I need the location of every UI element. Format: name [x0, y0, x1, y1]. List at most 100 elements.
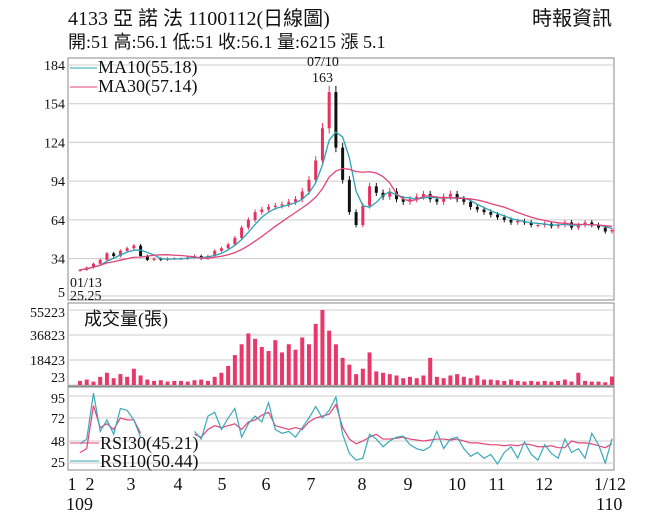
rsi-tick-label: 25 [51, 456, 65, 471]
candle-body [421, 194, 425, 197]
ma10-line [79, 131, 613, 271]
candle-body [246, 219, 250, 228]
low-date-label: 01/13 [70, 276, 102, 291]
ma30-legend: MA30(57.14) [98, 76, 198, 97]
ma10-legend: MA10(55.18) [98, 57, 198, 78]
volume-bar [562, 379, 567, 385]
volume-bar [246, 333, 251, 385]
candle-body [213, 250, 217, 256]
candle-body [603, 227, 607, 232]
rsi30-legend: RSI30(45.21) [100, 433, 199, 454]
quote-summary: 開:51 高:56.1 低:51 收:56.1 量:6215 漲 5.1 [68, 32, 386, 52]
x-tick-label: 8 [358, 474, 367, 494]
volume-bar [488, 379, 493, 385]
volume-bar [556, 380, 561, 385]
volume-bar [253, 338, 258, 385]
volume-bar [576, 372, 581, 385]
volume-bar [508, 379, 513, 385]
volume-bar [313, 323, 318, 385]
candle-body [347, 179, 351, 213]
candle-body [260, 209, 264, 213]
candle-body [597, 225, 601, 228]
candle-body [341, 147, 345, 180]
volume-bar [535, 381, 540, 385]
volume-bar [293, 349, 298, 385]
candle-body [267, 206, 271, 210]
candle-body [226, 244, 230, 249]
volume-bar [125, 376, 130, 385]
volume-bar [475, 375, 480, 385]
low-value-label: 25.25 [70, 289, 102, 304]
volume-bar [455, 374, 460, 385]
volume-bar [280, 352, 285, 385]
volume-bar [205, 380, 210, 385]
candle-body [300, 191, 304, 200]
candle-body [314, 160, 318, 180]
volume-bar [320, 310, 325, 385]
candle-body [502, 217, 506, 220]
candle-body [118, 250, 122, 256]
volume-bar [603, 382, 608, 385]
volume-bar [529, 380, 534, 385]
volume-bar [468, 378, 473, 385]
candle-body [273, 205, 277, 207]
volume-bar [273, 340, 278, 385]
volume-bar [354, 374, 359, 385]
volume-bar [118, 374, 123, 385]
rsi-tick-label: 95 [51, 392, 65, 407]
x-year-end: 110 [596, 494, 622, 514]
volume-bar [333, 344, 338, 385]
candle-body [610, 230, 614, 232]
volume-bar [212, 376, 217, 385]
candle-body [98, 259, 102, 264]
volume-bar [421, 375, 426, 385]
volume-bar [549, 381, 554, 385]
volume-bar [441, 378, 446, 385]
candle-body [307, 179, 311, 192]
x-tick-label: 2 [86, 474, 95, 494]
candle-body [442, 196, 446, 202]
candle-body [388, 191, 392, 197]
price-tick-label: 34 [51, 253, 65, 268]
candle-body [401, 199, 405, 202]
candle-body [448, 194, 452, 197]
candle-body [125, 248, 129, 251]
volume-bar [461, 376, 466, 385]
x-tick-label: 12 [535, 474, 553, 494]
candle-body [219, 248, 223, 251]
volume-bar [98, 376, 103, 385]
candle-body [105, 253, 109, 260]
volume-bar [583, 380, 588, 385]
volume-bar [84, 379, 89, 385]
candle-body [354, 212, 358, 226]
volume-bar [401, 378, 406, 385]
volume-frame [67, 302, 615, 387]
candle-body [536, 225, 540, 227]
volume-bar [495, 380, 500, 385]
candle-body [91, 263, 95, 268]
candle-body [132, 245, 136, 249]
volume-bar [394, 375, 399, 385]
volume-bar [414, 378, 419, 385]
volume-bar [347, 364, 352, 385]
candle-body [374, 186, 378, 193]
high-value-label: 163 [312, 71, 333, 86]
volume-bar [360, 368, 365, 385]
candle-body [576, 225, 580, 228]
source-label: 時報資訊 [532, 7, 612, 30]
candle-body [368, 186, 372, 206]
volume-bar [522, 381, 527, 385]
volume-bar [428, 357, 433, 385]
candle-body [287, 201, 291, 205]
candle-body [496, 214, 500, 218]
high-date-label: 07/10 [307, 55, 339, 70]
volume-bar [199, 379, 204, 385]
candle-body [293, 199, 297, 202]
x-tick-label: 7 [307, 474, 316, 494]
x-year-start: 109 [66, 494, 93, 514]
price-panel: 184 154 124 94 64 34 5 [44, 57, 615, 301]
volume-bar [434, 376, 439, 385]
volume-tick-label: 36823 [30, 329, 65, 344]
